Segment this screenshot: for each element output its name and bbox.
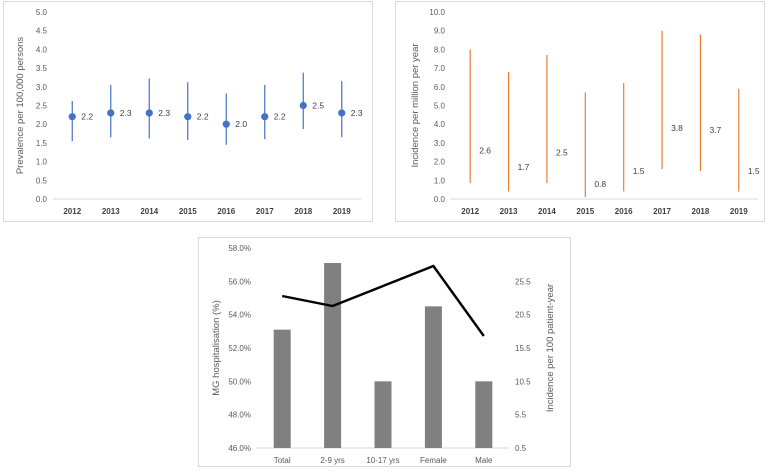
data-label: 2.2 bbox=[274, 112, 286, 122]
y-tick-label: 52.0% bbox=[228, 344, 251, 353]
data-label: 2.3 bbox=[351, 108, 363, 118]
y-tick-label: 2.0 bbox=[36, 120, 48, 129]
y-tick-label: 3.5 bbox=[36, 64, 48, 73]
x-tick-label: 2014 bbox=[140, 207, 158, 216]
y-tick-label: 3.0 bbox=[36, 83, 48, 92]
y2-tick-label: 25.5 bbox=[515, 277, 531, 286]
x-tick-label: 2017 bbox=[256, 207, 274, 216]
data-point bbox=[261, 113, 269, 121]
y2-tick-label: 0.5 bbox=[515, 444, 527, 453]
y-axis-title: MG hospitalisation (%) bbox=[211, 300, 222, 396]
data-label: 2.0 bbox=[235, 119, 247, 129]
y-tick-label: 50.0% bbox=[228, 377, 251, 386]
x-tick-label: Male bbox=[475, 456, 493, 465]
data-point bbox=[299, 101, 307, 110]
x-tick-label: 2016 bbox=[615, 207, 633, 216]
y2-tick-label: 5.5 bbox=[515, 411, 527, 420]
x-tick-label: 10-17 yrs bbox=[366, 456, 399, 465]
y-tick-label: 1.0 bbox=[434, 176, 446, 185]
y-tick-label: 3.0 bbox=[434, 139, 446, 148]
prevalence-chart: 0.0 0.5 1.0 1.5 2.0 2.5 3.0 3.5 4.0 4.5 5.0 Prevale… bbox=[15, 8, 363, 216]
y2-tick-label: 10.5 bbox=[515, 377, 531, 386]
x-tick-label: 2018 bbox=[692, 207, 710, 216]
x-tick-label: 2012 bbox=[63, 207, 81, 216]
y-tick-label: 4.5 bbox=[36, 27, 48, 36]
x-tick-label: 2016 bbox=[217, 207, 235, 216]
y-tick-label: 4.0 bbox=[36, 45, 48, 54]
data-label: 2.3 bbox=[120, 108, 132, 118]
incidence-line bbox=[281, 264, 485, 337]
y-tick-label: 0.0 bbox=[434, 195, 446, 204]
x-tick-label: 2014 bbox=[538, 207, 556, 216]
y-tick-label: 9.0 bbox=[434, 27, 446, 36]
y-tick-label: 56.0% bbox=[228, 277, 251, 286]
data-point bbox=[107, 109, 115, 117]
data-label: 1.5 bbox=[633, 166, 645, 176]
x-tick-label: 2019 bbox=[730, 207, 748, 216]
data-point bbox=[68, 113, 76, 121]
y-tick-label: 8.0 bbox=[434, 45, 446, 54]
data-label: 1.5 bbox=[748, 166, 760, 176]
data-point bbox=[145, 109, 153, 117]
y-tick-label: 5.0 bbox=[434, 102, 446, 111]
x-tick-label: 2013 bbox=[102, 207, 120, 216]
x-tick-label: 2012 bbox=[461, 207, 479, 216]
y-tick-label: 6.0 bbox=[434, 83, 446, 92]
hospitalisation-chart-panel: 46.0% 48.0% 50.0% 52.0% 54.0% 56.0% 58.0% 0.5 5.… bbox=[198, 237, 571, 467]
y2-tick-label: 20.5 bbox=[515, 311, 531, 320]
x-tick-label: 2015 bbox=[179, 207, 197, 216]
y-tick-label: 46.0% bbox=[228, 444, 251, 453]
hospitalisation-chart: 46.0% 48.0% 50.0% 52.0% 54.0% 56.0% 58.0% 0.5 5.… bbox=[211, 244, 556, 465]
x-tick-label: Total bbox=[274, 456, 291, 465]
bar bbox=[475, 381, 493, 448]
incidence-chart: 0.0 1.0 2.0 3.0 4.0 5.0 6.0 7.0 8.0 9.0 10.0 Incide… bbox=[410, 8, 760, 216]
x-tick-label: 2013 bbox=[500, 207, 518, 216]
y-tick-label: 1.0 bbox=[36, 158, 48, 167]
y-tick-label: 2.5 bbox=[36, 102, 48, 111]
y2-tick-label: 15.5 bbox=[515, 344, 531, 353]
y-tick-label: 58.0% bbox=[228, 244, 251, 253]
prevalence-chart-panel: 0.0 0.5 1.0 1.5 2.0 2.5 3.0 3.5 4.0 4.5 5.0 Prevale… bbox=[3, 1, 373, 222]
data-point bbox=[184, 113, 192, 121]
data-label: 2.5 bbox=[312, 101, 324, 111]
x-tick-label: 2-9 yrs bbox=[320, 456, 344, 465]
data-label: 2.2 bbox=[81, 112, 93, 122]
y-axis-title: Incidence per million per year bbox=[410, 43, 421, 167]
y-tick-label: 0.0 bbox=[36, 195, 48, 204]
data-label: 2.3 bbox=[158, 108, 170, 118]
y-tick-label: 7.0 bbox=[434, 64, 446, 73]
y-tick-label: 0.5 bbox=[36, 176, 48, 185]
x-tick-label: 2018 bbox=[294, 207, 312, 216]
data-point bbox=[222, 120, 230, 128]
data-label: 2.5 bbox=[556, 147, 568, 157]
y-tick-label: 5.0 bbox=[36, 8, 48, 17]
data-label: 2.6 bbox=[479, 145, 491, 155]
y-tick-label: 10.0 bbox=[429, 8, 445, 17]
y-tick-label: 48.0% bbox=[228, 411, 251, 420]
y-tick-label: 2.0 bbox=[434, 158, 446, 167]
y-tick-label: 1.5 bbox=[36, 139, 48, 148]
bar bbox=[424, 306, 442, 448]
y-axis-title: Prevalence per 100,000 persons bbox=[15, 37, 26, 175]
data-label: 2.2 bbox=[197, 112, 209, 122]
data-label: 1.7 bbox=[518, 162, 530, 172]
x-tick-label: Female bbox=[420, 456, 447, 465]
y-tick-label: 54.0% bbox=[228, 311, 251, 320]
bar bbox=[324, 263, 342, 448]
bar bbox=[273, 329, 291, 448]
bar bbox=[374, 381, 392, 448]
y2-axis-title: Incidence per 100 patient-year bbox=[545, 284, 556, 412]
data-point bbox=[338, 109, 346, 117]
x-tick-label: 2017 bbox=[653, 207, 671, 216]
data-label: 3.7 bbox=[709, 125, 721, 135]
incidence-chart-panel: 0.0 1.0 2.0 3.0 4.0 5.0 6.0 7.0 8.0 9.0 10.0 Incide… bbox=[395, 1, 765, 222]
y-tick-label: 4.0 bbox=[434, 120, 446, 129]
data-label: 0.8 bbox=[594, 179, 606, 189]
data-label: 3.8 bbox=[671, 123, 683, 133]
x-tick-label: 2019 bbox=[333, 207, 351, 216]
x-tick-label: 2015 bbox=[576, 207, 594, 216]
